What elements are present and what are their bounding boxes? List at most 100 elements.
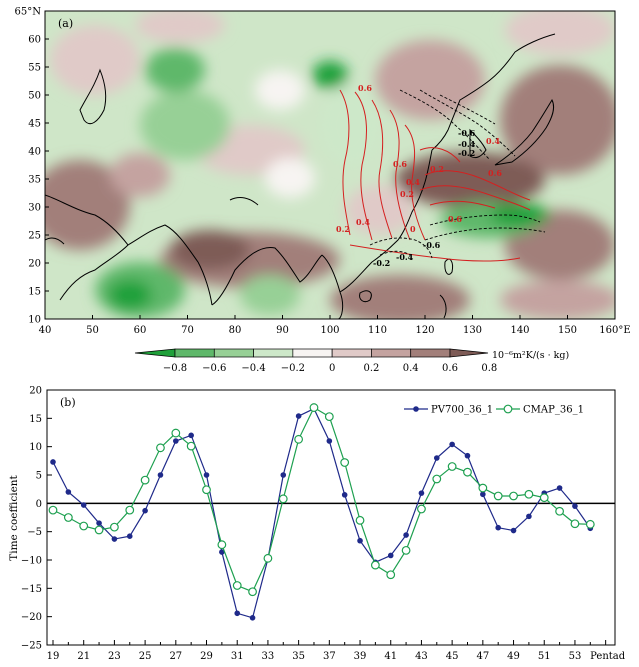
data-point — [63, 513, 73, 522]
chart-x-tick-label: 27 — [169, 651, 182, 662]
data-point — [96, 520, 102, 526]
chart-x-tick-label: 19 — [47, 651, 60, 662]
colorbar-swatch — [410, 348, 451, 358]
chart-y-tick-label: −20 — [21, 612, 42, 623]
map-y-tick-label: 45 — [28, 119, 41, 130]
contour-label: 0.6 — [448, 214, 462, 224]
data-point — [480, 491, 486, 498]
chart-x-tick-label: 35 — [292, 651, 305, 662]
chart-x-tick-label: 29 — [200, 651, 213, 662]
legend-marker — [413, 406, 419, 412]
data-point — [387, 552, 394, 559]
data-point — [526, 513, 532, 520]
data-point — [417, 504, 426, 514]
colorbar-swatch — [174, 348, 215, 358]
data-point — [80, 502, 87, 508]
data-point — [509, 491, 518, 501]
chart-x-tick-label: 49 — [507, 651, 520, 662]
data-point — [278, 494, 288, 504]
map-x-tick-label: 70 — [181, 325, 194, 336]
chart-y-tick-label: 10 — [29, 442, 42, 453]
colorbar-tick-label: −0.6 — [202, 363, 226, 374]
data-point — [203, 472, 210, 478]
data-point — [585, 519, 595, 529]
data-point — [570, 519, 580, 529]
map-x-tick-label: 40 — [39, 325, 52, 336]
data-point — [324, 412, 334, 422]
data-point — [326, 438, 333, 444]
contour-label: 0.6 — [358, 83, 372, 93]
data-point — [447, 462, 457, 471]
contour-label: 0.4 — [406, 177, 420, 187]
contour-label: -0.6 — [458, 128, 476, 138]
data-point — [157, 472, 164, 478]
map-x-tick-label: 50 — [86, 325, 99, 336]
map-x-tick-label: 120 — [415, 325, 434, 336]
data-point — [401, 545, 411, 555]
map-x-tick-label: 130 — [463, 325, 482, 336]
panel-a-map: 0.6 0.4 0.6 0.2 0.4 0.2 0.2 0.4 0.6 0 0.… — [15, 7, 631, 337]
data-point — [202, 485, 211, 495]
data-point — [418, 490, 425, 496]
map-y-tick-label: 20 — [28, 259, 41, 270]
colorbar-swatch — [331, 348, 372, 358]
data-point — [263, 553, 273, 563]
contours — [339, 89, 546, 262]
data-point — [463, 467, 472, 477]
map-x-tick-label: 160°E — [599, 325, 630, 336]
colorbar-tick-label: 0.6 — [442, 363, 458, 374]
y-axis-label: Time coefficient — [8, 474, 20, 560]
map-y-tick-label: 60 — [28, 35, 41, 46]
map-y-tick-label: 65°N — [15, 7, 42, 18]
colorbar-tick-label: −0.4 — [241, 363, 265, 374]
map-y-tick-label: 40 — [28, 147, 41, 158]
chart-x-tick-label: 25 — [139, 651, 152, 662]
hainan — [359, 290, 372, 303]
contour-label: 0.2 — [400, 189, 414, 199]
data-point — [524, 489, 534, 499]
contour-label: 0.2 — [430, 164, 444, 174]
data-point — [341, 492, 348, 498]
chart-x-tick-label: 41 — [384, 651, 397, 662]
contour-label: 0 — [410, 224, 416, 234]
map-x-tick-label: 100 — [320, 325, 339, 336]
chart-x-tick-label: 39 — [354, 651, 367, 662]
panel-a-label: (a) — [58, 17, 73, 30]
data-point — [79, 521, 89, 531]
map-y-axis: 10 15 20 25 30 35 40 45 50 55 60 65°N — [15, 7, 49, 326]
contour-label: 0.4 — [486, 136, 500, 146]
chart-x-tick-label: Pentad — [590, 651, 626, 662]
data-point — [248, 587, 257, 597]
legend: PV700_36_1 CMAP_36_1 — [404, 405, 584, 416]
data-point — [386, 570, 396, 580]
data-point — [464, 452, 471, 459]
data-point — [111, 536, 118, 542]
map-x-tick-label: 60 — [134, 325, 147, 336]
data-point — [340, 458, 350, 467]
data-point — [539, 493, 549, 503]
data-point — [555, 506, 564, 516]
colorbar-swatch — [449, 348, 489, 358]
data-point — [65, 489, 72, 495]
chart-x-tick-label: 21 — [77, 651, 90, 662]
data-point — [234, 610, 241, 617]
data-point — [217, 540, 227, 550]
data-point — [186, 441, 196, 451]
colorbar: −0.8 −0.6 −0.4 −0.2 0 0.2 0.4 0.6 0.8 — [134, 348, 497, 374]
data-point — [370, 560, 380, 570]
chart-x-axis: 19 21 23 25 27 29 31 33 35 37 39 41 43 45 47 49 51 53 Pent… — [47, 640, 626, 662]
colorbar-tick-label: 0.8 — [481, 363, 497, 374]
data-point — [295, 413, 302, 419]
contour-label: 0.6 — [393, 159, 407, 169]
contour-label: 0.6 — [488, 168, 502, 178]
data-point — [232, 581, 242, 590]
chart-y-tick-label: 20 — [29, 386, 42, 397]
chart-x-tick-label: 45 — [446, 651, 459, 662]
panel-b-label: (b) — [60, 396, 76, 409]
contour-label: 0.4 — [356, 217, 370, 227]
contour-label: -0.4 — [396, 252, 414, 262]
chart-y-tick-label: −5 — [27, 527, 42, 538]
chart-x-tick-label: 31 — [231, 651, 244, 662]
map-x-tick-label: 90 — [276, 325, 289, 336]
chart-y-tick-label: −15 — [21, 584, 42, 595]
